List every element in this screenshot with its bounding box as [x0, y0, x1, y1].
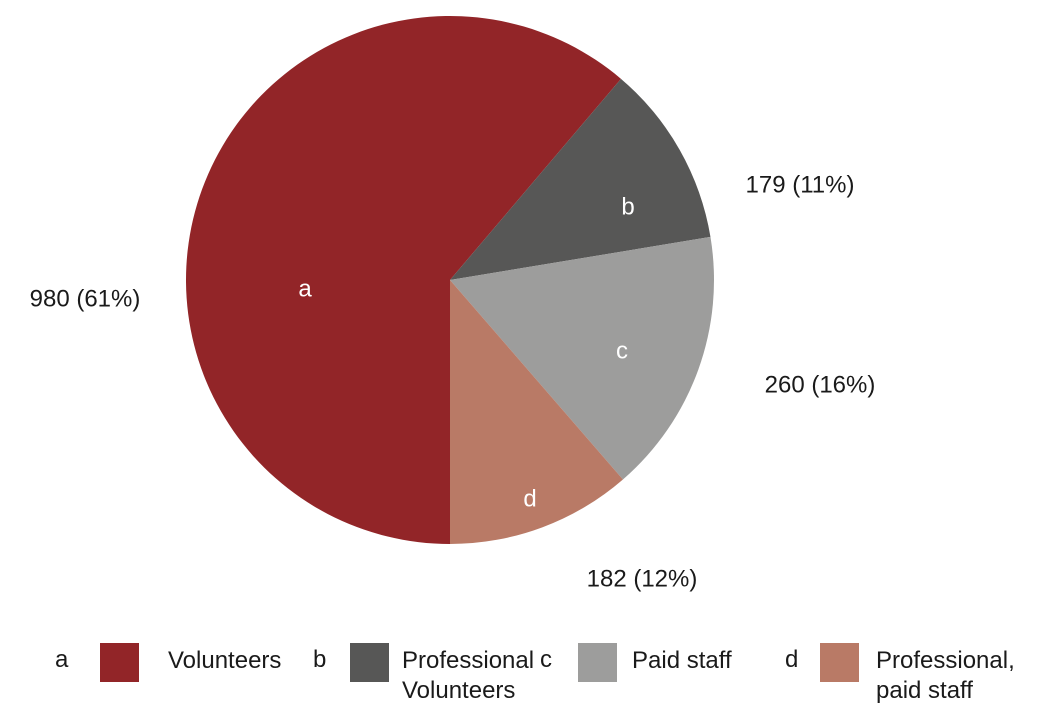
pie-slice	[450, 280, 623, 544]
legend-letter: c	[540, 646, 552, 673]
legend-label: Professional, paid staff	[876, 647, 1015, 704]
slice-letter: b	[621, 193, 634, 220]
legend-letter: b	[313, 646, 327, 673]
legend-label: Professional Volunteers	[402, 647, 535, 704]
value-label: 182 (12%)	[587, 565, 698, 592]
legend-label: Volunteers	[168, 647, 282, 674]
legend-label: Paid staff	[632, 647, 732, 674]
slice-letter: c	[616, 337, 628, 364]
legend-swatch	[578, 643, 617, 682]
pie-slice	[185, 15, 621, 544]
legend-swatch	[350, 643, 389, 682]
slice-letter: d	[523, 485, 536, 512]
pie-slice	[450, 78, 711, 280]
value-label: 179 (11%)	[746, 171, 855, 198]
legend-letter: a	[55, 646, 69, 673]
slice-letter: a	[298, 275, 312, 302]
legend-swatch	[820, 643, 859, 682]
value-label: 260 (16%)	[765, 371, 876, 398]
legend-swatch	[100, 643, 139, 682]
pie-slice	[450, 236, 714, 480]
value-label: 980 (61%)	[30, 285, 141, 312]
chart: a 980 (61%) b 179 (11%) c 260 (16%) d 182 (12%)	[30, 15, 876, 592]
legend-letter: d	[785, 646, 799, 673]
